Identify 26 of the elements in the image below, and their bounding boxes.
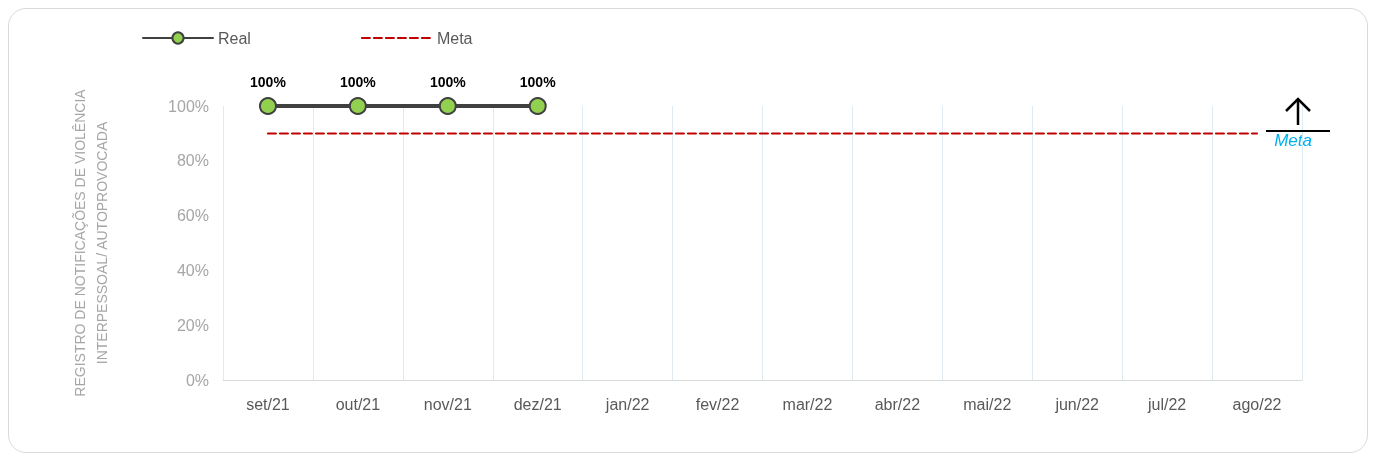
data-label: 100% bbox=[250, 74, 287, 90]
y-tick-label: 80% bbox=[176, 152, 209, 170]
x-tick-label: mai/22 bbox=[963, 395, 1012, 413]
y-tick-label: 20% bbox=[176, 316, 209, 334]
x-tick-label: jan/22 bbox=[604, 395, 650, 413]
x-tick-label: dez/21 bbox=[513, 395, 562, 413]
x-tick-label: ago/22 bbox=[1232, 395, 1282, 413]
x-tick-label: out/21 bbox=[335, 395, 381, 413]
y-tick-label: 40% bbox=[176, 261, 209, 279]
y-tick-label: 0% bbox=[185, 371, 209, 389]
x-tick-label: nov/21 bbox=[423, 395, 472, 413]
y-axis-title: REGISTRO DE NOTIFICAÇÕES DE VIOLÊNCIA INTERPESSOAL/ AUTOPROVOCADA bbox=[72, 88, 110, 397]
x-tick-label: mar/22 bbox=[782, 395, 833, 413]
data-label: 100% bbox=[339, 74, 377, 90]
y-tick-label: 60% bbox=[176, 207, 209, 225]
x-tick-label: jun/22 bbox=[1054, 395, 1100, 413]
x-tick-label: jul/22 bbox=[1147, 395, 1187, 413]
legend-label: Real bbox=[218, 29, 251, 47]
x-tick-label: set/21 bbox=[246, 395, 290, 413]
legend-label: Meta bbox=[436, 29, 473, 47]
data-label: 100% bbox=[429, 74, 467, 90]
annotation: Meta bbox=[1274, 131, 1312, 150]
y-tick-label: 100% bbox=[168, 97, 209, 115]
x-tick-label: abr/22 bbox=[874, 395, 921, 413]
data-label: 100% bbox=[519, 74, 557, 90]
x-tick-label: fev/22 bbox=[695, 395, 740, 413]
